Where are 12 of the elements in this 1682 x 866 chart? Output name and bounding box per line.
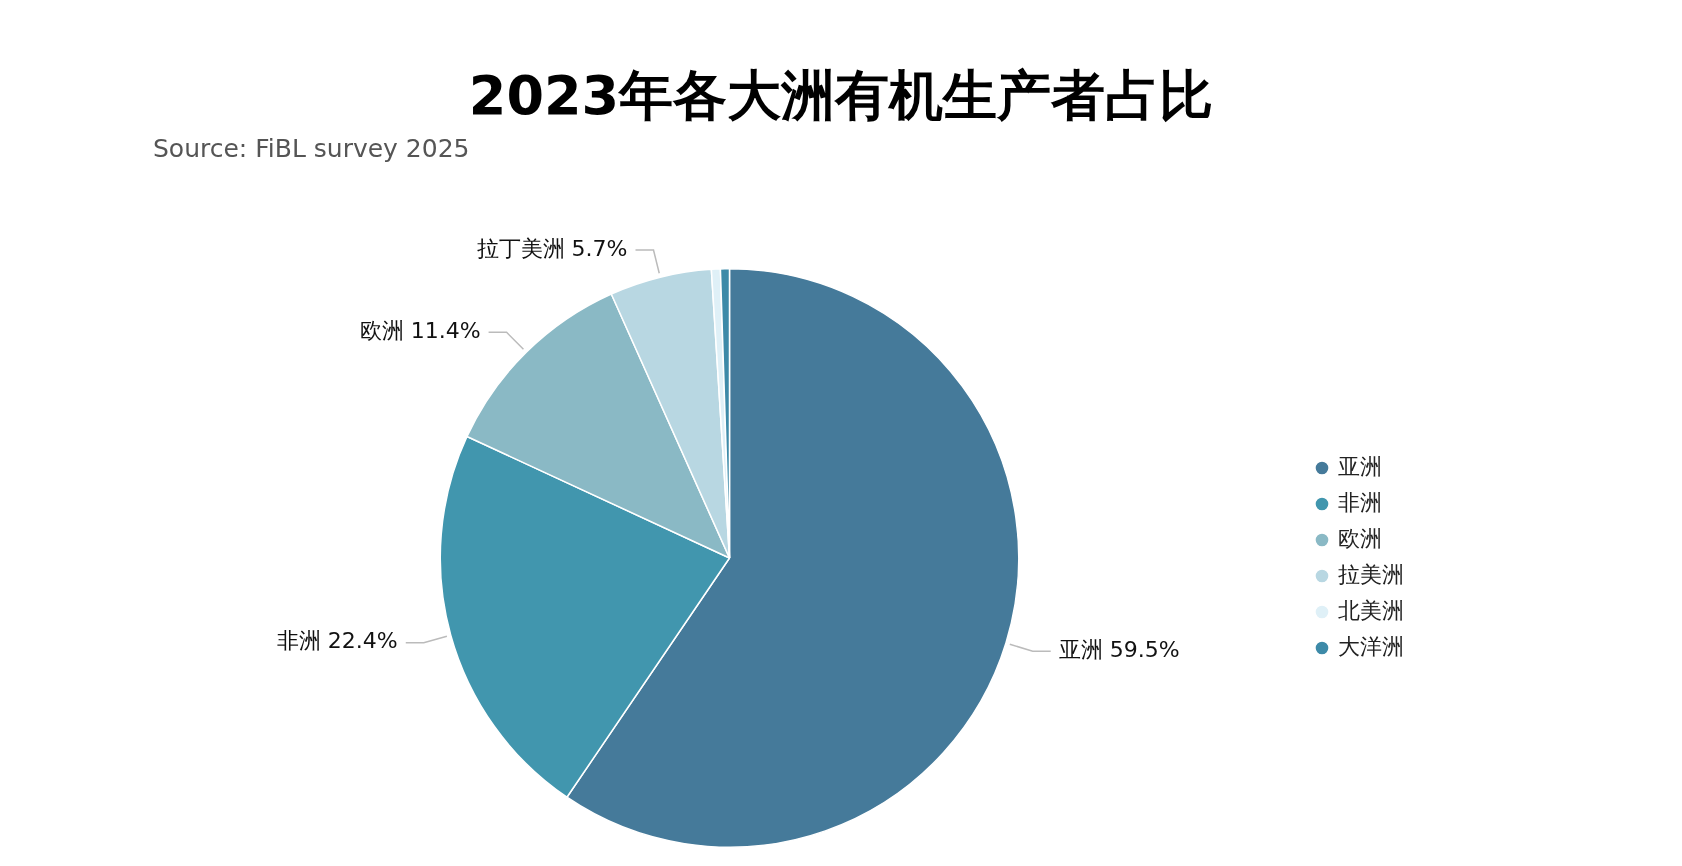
legend-label: 北美洲 — [1338, 597, 1404, 623]
data-label: 欧洲 11.4% — [359, 317, 481, 343]
data-label: 拉丁美洲 5.7% — [476, 235, 628, 261]
legend-label: 欧洲 — [1338, 525, 1382, 551]
legend-label: 亚洲 — [1338, 453, 1382, 479]
data-label: 亚洲 59.5% — [1058, 637, 1180, 662]
chart-title: 2023年各大洲有机生产者占比 — [467, 63, 1215, 129]
source-note: Source: FiBL survey 2025 — [153, 134, 470, 163]
legend-label: 拉美洲 — [1338, 561, 1404, 587]
legend-label: 非洲 — [1338, 489, 1382, 515]
data-label: 非洲 22.4% — [276, 628, 398, 654]
legend-label: 大洋洲 — [1338, 633, 1404, 659]
